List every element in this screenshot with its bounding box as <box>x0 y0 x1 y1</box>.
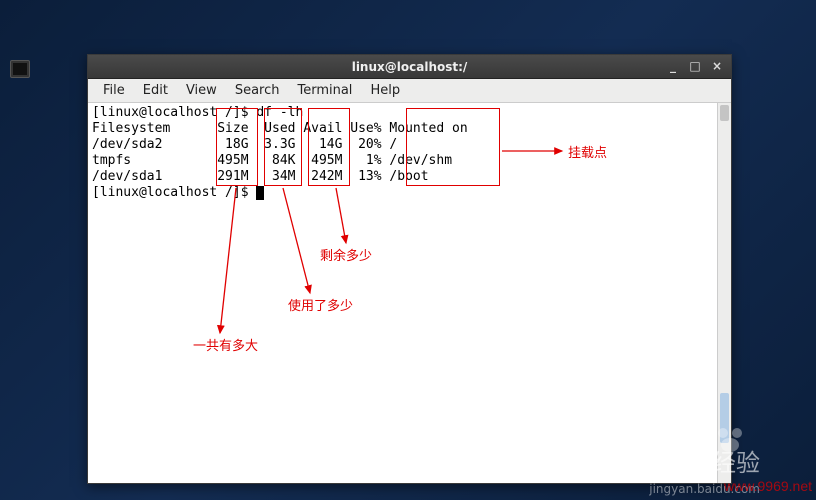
annotation-box-mounted <box>406 108 500 186</box>
line-row3: /dev/sda1 291M 34M 242M 13% /boot <box>92 169 429 184</box>
annotation-label-used: 使用了多少 <box>288 298 353 314</box>
cursor <box>256 186 264 200</box>
scrollbar[interactable] <box>717 103 731 483</box>
titlebar[interactable]: linux@localhost:/ _ □ × <box>88 55 731 79</box>
annotation-box-used <box>264 108 302 186</box>
menu-terminal[interactable]: Terminal <box>288 81 361 100</box>
window-title: linux@localhost:/ <box>352 60 468 74</box>
annotation-label-size: 一共有多大 <box>193 338 258 354</box>
scrollbar-up-icon[interactable] <box>720 105 729 121</box>
menu-view[interactable]: View <box>177 81 226 100</box>
maximize-button[interactable]: □ <box>687 59 703 75</box>
watermark-jingyan: 经验 <box>712 443 760 478</box>
minimize-button[interactable]: _ <box>665 59 681 75</box>
terminal-output[interactable]: [linux@localhost /]$ df -lh Filesystem S… <box>88 103 717 483</box>
line-prompt2: [linux@localhost /]$ <box>92 185 256 200</box>
annotation-box-size <box>216 108 258 186</box>
annotation-box-avail <box>308 108 350 186</box>
desktop-terminal-icon[interactable] <box>10 60 30 78</box>
watermark-red: www.9969.net <box>724 478 812 494</box>
terminal-window: linux@localhost:/ _ □ × File Edit View S… <box>87 54 732 484</box>
menu-search[interactable]: Search <box>226 81 289 100</box>
menubar: File Edit View Search Terminal Help <box>88 79 731 103</box>
menu-edit[interactable]: Edit <box>134 81 177 100</box>
menu-help[interactable]: Help <box>361 81 409 100</box>
menu-file[interactable]: File <box>94 81 134 100</box>
annotation-label-mount: 挂载点 <box>568 145 607 161</box>
close-button[interactable]: × <box>709 59 725 75</box>
watermark-baidu: Baidu <box>613 450 696 482</box>
annotation-label-avail: 剩余多少 <box>320 248 372 264</box>
